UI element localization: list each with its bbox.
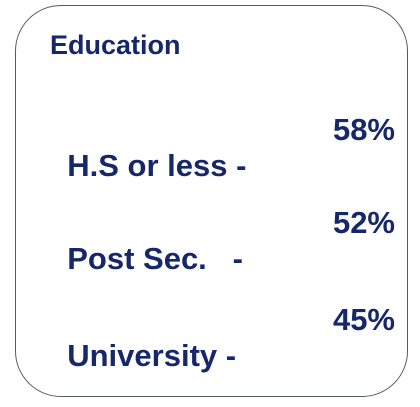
row-label: Post Sec. - [67,241,243,276]
row-value: 58% [332,112,395,147]
row: Post Sec. - 52% [50,205,395,313]
row-label: H.S or less - [67,148,247,183]
row-label: University - [67,338,237,373]
row: University - 45% [50,302,395,407]
row-value: 52% [332,205,395,240]
row: H.S or less - 58% [50,112,395,220]
title: Education [50,30,181,60]
card [15,5,408,397]
row-value: 45% [332,302,395,337]
